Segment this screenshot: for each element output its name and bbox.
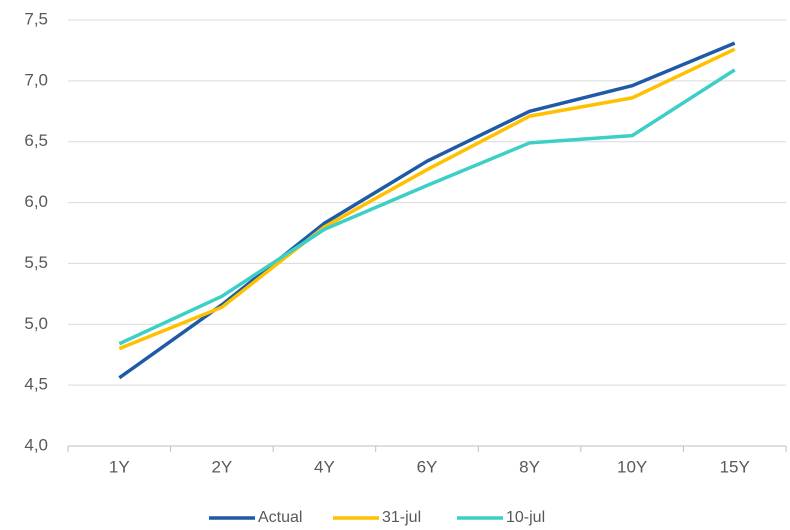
y-tick-label: 6,0	[24, 192, 48, 211]
series-line	[118, 68, 736, 346]
x-tick-label: 6Y	[417, 457, 438, 476]
y-tick-label: 5,0	[24, 314, 48, 333]
x-tick-label: 1Y	[109, 457, 130, 476]
series-line	[118, 41, 736, 380]
y-tick-label: 5,5	[24, 253, 48, 272]
y-tick-label: 7,5	[24, 9, 48, 28]
series-line	[118, 47, 736, 351]
legend-label: 31-jul	[382, 509, 421, 526]
x-tick-label: 4Y	[314, 457, 335, 476]
x-tick-label: 8Y	[519, 457, 540, 476]
legend-label: Actual	[258, 509, 302, 526]
y-tick-label: 4,5	[24, 375, 48, 394]
y-tick-label: 6,5	[24, 131, 48, 150]
x-tick-label: 10Y	[617, 457, 647, 476]
x-tick-label: 15Y	[720, 457, 750, 476]
y-tick-label: 7,0	[24, 70, 48, 89]
y-tick-label: 4,0	[24, 435, 48, 454]
x-tick-label: 2Y	[211, 457, 232, 476]
legend-label: 10-jul	[506, 509, 545, 526]
